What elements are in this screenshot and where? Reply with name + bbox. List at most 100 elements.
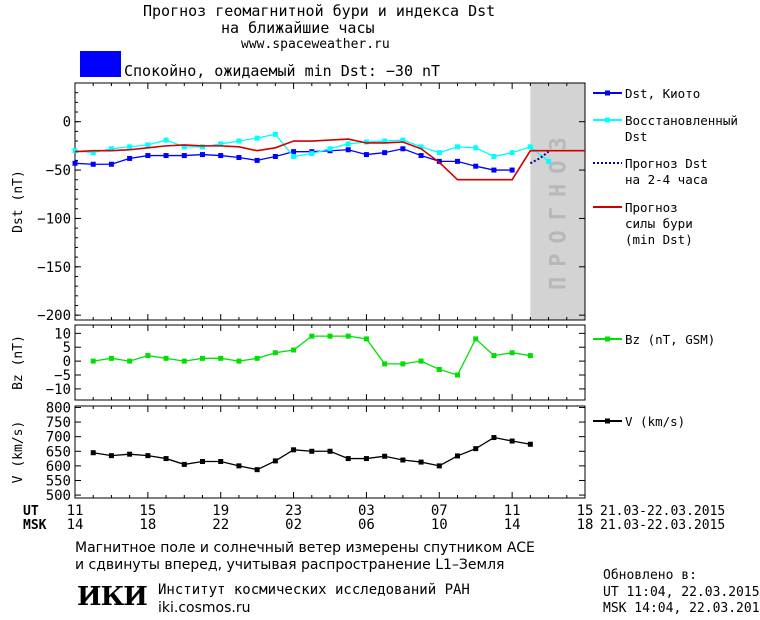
y-tick-label: 650 bbox=[46, 444, 71, 460]
data-point bbox=[218, 355, 224, 361]
legend-label: Прогноз bbox=[625, 200, 678, 215]
msk-date-range: 21.03-22.03.2015 bbox=[600, 518, 725, 533]
updated-ut: UT 11:04, 22.03.2015 bbox=[603, 585, 760, 600]
legend-marker bbox=[605, 418, 610, 424]
data-point bbox=[272, 131, 278, 137]
data-point bbox=[145, 453, 151, 459]
footer-note-line1: Магнитное поле и солнечный ветер измерен… bbox=[75, 540, 535, 556]
y-tick-label: −150 bbox=[37, 260, 71, 276]
ut-tick-label: 23 bbox=[285, 503, 302, 519]
website-link[interactable]: www.spaceweather.ru bbox=[241, 37, 390, 52]
data-point bbox=[345, 333, 351, 339]
data-point bbox=[127, 155, 133, 161]
series-line bbox=[529, 150, 550, 165]
data-point bbox=[236, 358, 242, 364]
y-tick-label: 5 bbox=[63, 340, 71, 356]
y-tick-label: 0 bbox=[63, 115, 71, 131]
data-point bbox=[127, 358, 133, 364]
data-point bbox=[363, 152, 369, 158]
data-point bbox=[473, 446, 479, 452]
data-point bbox=[473, 336, 479, 342]
forecast-band bbox=[530, 83, 585, 320]
legend-marker bbox=[605, 336, 610, 342]
data-point bbox=[527, 144, 533, 150]
msk-tick-label: 18 bbox=[139, 517, 156, 533]
data-point bbox=[272, 154, 278, 160]
status-color-swatch bbox=[80, 51, 121, 77]
legend-label: Прогноз Dst bbox=[625, 156, 708, 171]
data-point bbox=[145, 142, 151, 148]
data-point bbox=[491, 435, 497, 441]
series-line bbox=[93, 335, 531, 376]
data-point bbox=[382, 150, 388, 156]
msk-tick-label: 06 bbox=[358, 517, 375, 533]
data-point bbox=[200, 152, 205, 158]
data-point bbox=[90, 358, 96, 364]
data-point bbox=[345, 147, 351, 153]
data-point bbox=[181, 153, 187, 159]
data-point bbox=[382, 138, 388, 144]
dst-panel: 0 −50 −100 −150 −200 Dst (nT) bbox=[11, 82, 586, 324]
data-point bbox=[400, 361, 406, 367]
legend-label: (min Dst) bbox=[625, 232, 693, 247]
data-point bbox=[218, 458, 224, 464]
data-point bbox=[345, 141, 351, 147]
data-point bbox=[127, 144, 133, 150]
data-point bbox=[400, 146, 406, 152]
data-point bbox=[509, 167, 515, 173]
data-point bbox=[254, 157, 260, 163]
y-tick-label: −10 bbox=[46, 382, 71, 398]
data-point bbox=[473, 145, 479, 151]
data-point bbox=[254, 135, 260, 141]
data-point bbox=[163, 355, 169, 361]
data-point bbox=[400, 137, 406, 143]
data-point bbox=[418, 459, 424, 465]
updated-msk: MSK 14:04, 22.03.2015 bbox=[603, 601, 760, 616]
legend-label: Bz (nT, GSM) bbox=[625, 332, 715, 347]
ut-tick-label: 07 bbox=[431, 503, 448, 519]
data-point bbox=[327, 146, 333, 152]
ut-tick-label: 11 bbox=[67, 503, 84, 519]
legend-marker bbox=[605, 117, 610, 123]
legend-label: Восстановленный bbox=[625, 113, 738, 128]
data-point bbox=[236, 138, 242, 144]
data-point bbox=[363, 336, 369, 342]
data-point bbox=[272, 458, 278, 464]
ut-tick-label: 15 bbox=[577, 503, 594, 519]
data-point bbox=[473, 163, 479, 169]
data-point bbox=[181, 358, 187, 364]
msk-axis-label: MSK bbox=[23, 518, 47, 533]
data-point bbox=[127, 451, 133, 457]
data-point bbox=[200, 355, 205, 361]
legend-label: Dst bbox=[625, 129, 648, 144]
forecast-band-label: ПРОГНОЗ bbox=[547, 127, 572, 290]
data-point bbox=[200, 458, 205, 464]
data-point bbox=[272, 350, 278, 356]
data-point bbox=[527, 353, 533, 359]
data-point bbox=[72, 148, 78, 154]
legend-label: Dst, Киото bbox=[625, 86, 700, 101]
data-point bbox=[163, 137, 169, 143]
y-tick-label: 700 bbox=[46, 430, 71, 446]
data-point bbox=[327, 333, 333, 339]
data-point bbox=[309, 448, 315, 454]
data-point bbox=[309, 151, 315, 157]
data-point bbox=[218, 153, 224, 159]
y-axis-label: Bz (nT) bbox=[11, 335, 26, 390]
data-point bbox=[418, 144, 424, 150]
data-point bbox=[382, 453, 388, 459]
msk-tick-label: 10 bbox=[431, 517, 448, 533]
msk-tick-label: 14 bbox=[67, 517, 84, 533]
data-point bbox=[491, 154, 497, 160]
legend-marker bbox=[605, 90, 610, 96]
data-point bbox=[181, 461, 187, 467]
data-point bbox=[218, 141, 224, 147]
data-point bbox=[546, 158, 552, 164]
data-point bbox=[418, 153, 424, 159]
data-point bbox=[72, 160, 78, 166]
data-point bbox=[509, 438, 515, 444]
institute-site[interactable]: iki.cosmos.ru bbox=[158, 600, 251, 616]
footer-note-line2: и сдвинуты вперед, учитывая распростране… bbox=[75, 557, 505, 573]
data-point bbox=[145, 153, 151, 159]
